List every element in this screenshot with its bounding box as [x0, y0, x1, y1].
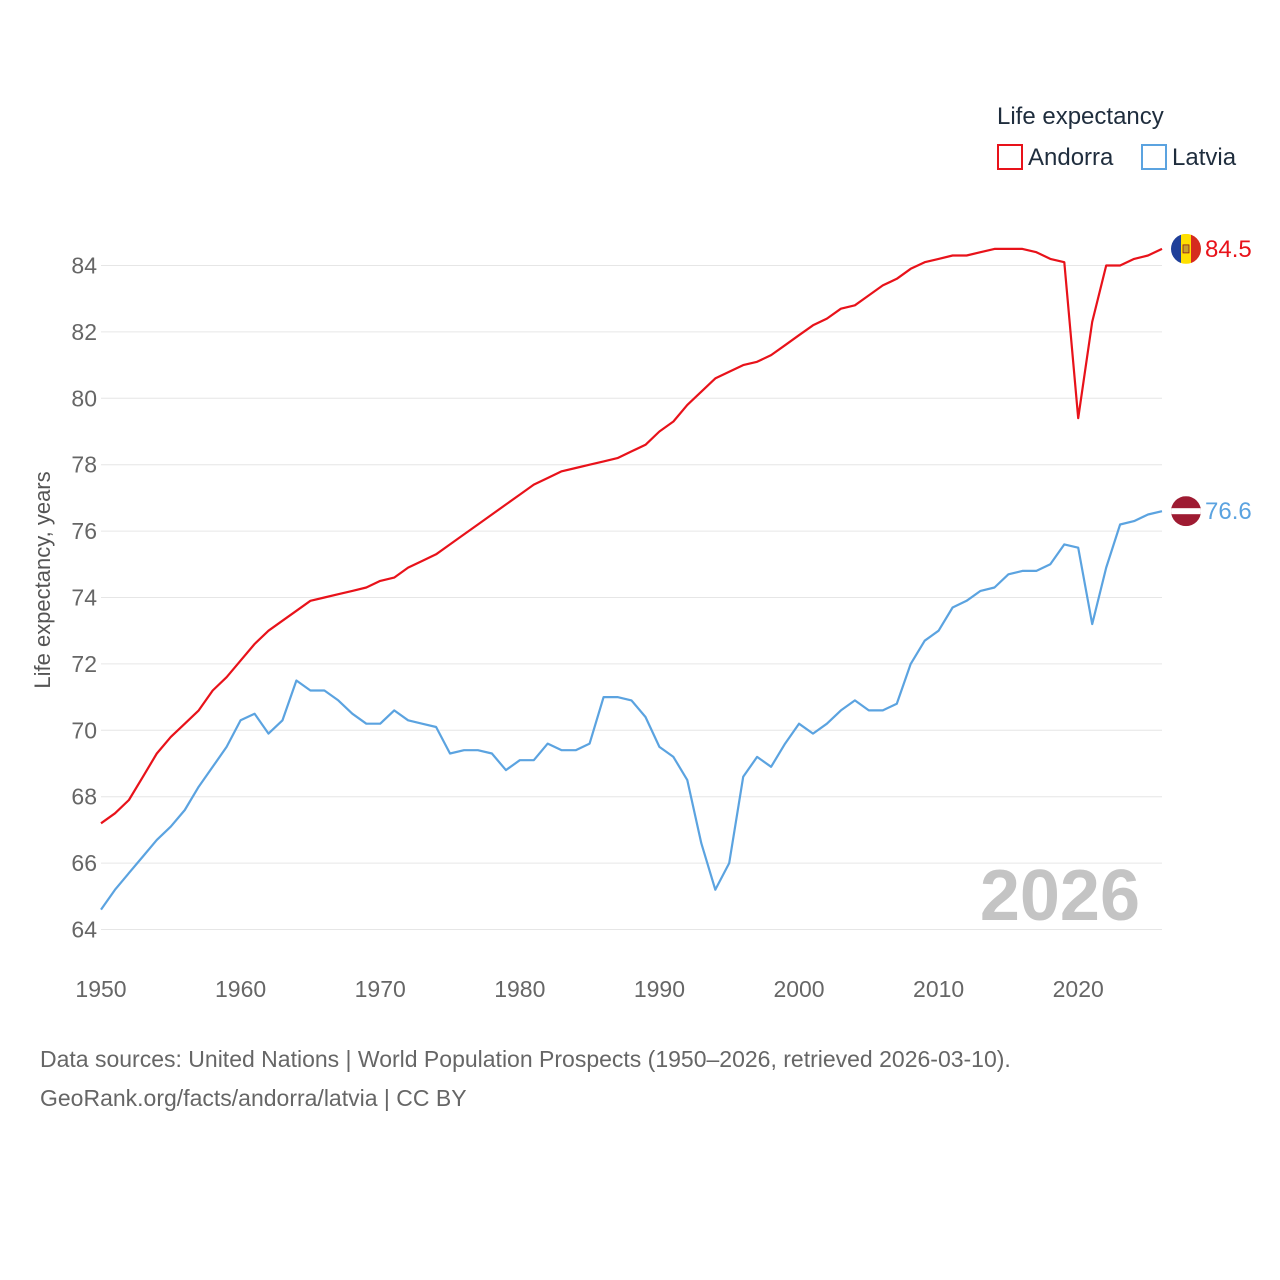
y-tick-label: 72 [71, 651, 97, 677]
y-tick-label: 84 [71, 253, 97, 279]
series-line-latvia[interactable] [100, 510, 1163, 911]
y-tick-label: 76 [71, 518, 97, 544]
series-line-andorra[interactable] [100, 247, 1163, 825]
x-tick-label: 2020 [1053, 976, 1104, 1002]
legend: Life expectancy Andorra Latvia [997, 103, 1237, 171]
legend-item-latvia[interactable]: Latvia [1141, 144, 1237, 171]
y-axis: 64 66 68 70 72 74 76 78 80 82 84 [71, 253, 97, 943]
grid-lines [101, 265, 1162, 930]
end-value-label-andorra: 84.5 [1205, 236, 1252, 263]
footer-sources: Data sources: United Nations | World Pop… [40, 1046, 1011, 1072]
legend-swatch-latvia [1141, 144, 1167, 170]
legend-label-latvia: Latvia [1172, 144, 1237, 171]
end-value-label-latvia: 76.6 [1205, 498, 1252, 525]
x-tick-label: 1960 [215, 976, 266, 1002]
x-tick-label: 1970 [355, 976, 406, 1002]
y-tick-label: 74 [71, 585, 97, 611]
andorra-flag-icon [1171, 233, 1201, 264]
x-axis: 1950 1960 1970 1980 1990 2000 2010 2020 [75, 976, 1103, 1002]
y-tick-label: 80 [71, 385, 97, 411]
end-markers: 84.5 76.6 [1171, 233, 1252, 527]
legend-item-andorra[interactable]: Andorra [997, 144, 1114, 171]
x-tick-label: 1980 [494, 976, 545, 1002]
legend-title: Life expectancy [997, 103, 1164, 130]
x-tick-label: 1950 [75, 976, 126, 1002]
series-lines [100, 247, 1163, 911]
x-tick-label: 2010 [913, 976, 964, 1002]
year-watermark: 2026 [980, 856, 1140, 936]
y-tick-label: 82 [71, 319, 97, 345]
y-tick-label: 64 [71, 917, 97, 943]
x-tick-label: 1990 [634, 976, 685, 1002]
legend-label-andorra: Andorra [1028, 144, 1114, 171]
y-tick-label: 66 [71, 850, 97, 876]
x-tick-label: 2000 [773, 976, 824, 1002]
y-tick-label: 70 [71, 717, 97, 743]
latvia-flag-icon [1171, 496, 1201, 527]
y-tick-label: 78 [71, 452, 97, 478]
y-axis-title: Life expectancy, years [30, 471, 55, 688]
y-tick-label: 68 [71, 784, 97, 810]
legend-swatch-andorra [997, 144, 1023, 170]
footer-credit[interactable]: GeoRank.org/facts/andorra/latvia | CC BY [40, 1085, 467, 1111]
